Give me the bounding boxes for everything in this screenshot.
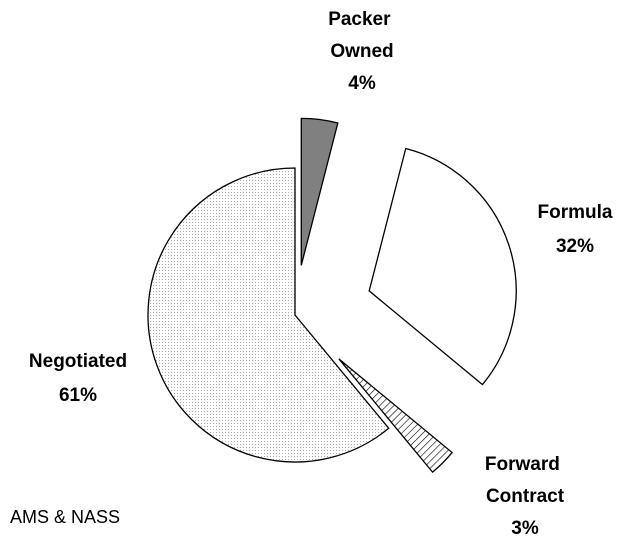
slice-label: Forward Contract	[485, 454, 565, 507]
pie-slice	[368, 147, 517, 386]
value-label: 32%	[556, 236, 594, 257]
label-line: Packer	[328, 9, 396, 30]
label-line: Contract	[486, 486, 565, 507]
pie-slice	[300, 117, 339, 266]
label-line: Formula	[538, 202, 613, 223]
value-label: 3%	[511, 518, 539, 539]
pie-slice	[338, 358, 454, 474]
value-label: 61%	[59, 385, 97, 406]
label-line: Forward	[485, 454, 565, 475]
slice-label: Formula	[538, 202, 613, 223]
label-line: Owned	[330, 41, 393, 62]
label-line: Negotiated	[29, 351, 127, 372]
slice-label: Packer Owned	[328, 9, 396, 62]
source: AMS & NASS	[10, 507, 120, 527]
slice-label: Negotiated	[29, 351, 127, 372]
pie-slice	[147, 167, 390, 463]
value-label: 4%	[348, 73, 376, 94]
